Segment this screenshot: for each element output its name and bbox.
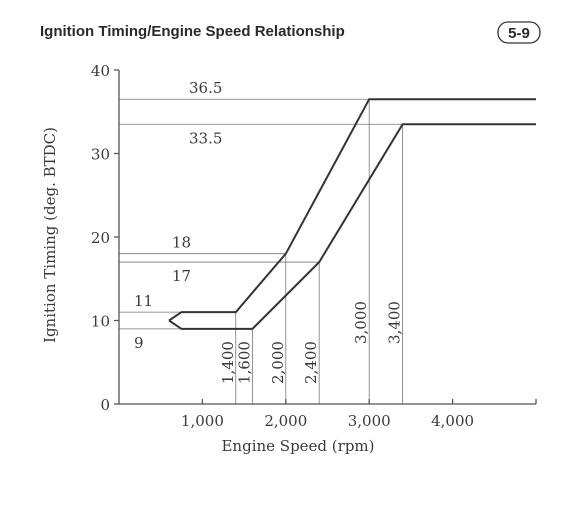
ref-label-x-1,400: 1,400	[219, 341, 237, 384]
x-tick-label-2000: 2,000	[264, 412, 307, 430]
ref-label-y-33.5: 33.5	[189, 129, 222, 147]
ref-label-x-2,400: 2,400	[302, 341, 320, 384]
curve-lower	[168, 123, 536, 330]
ref-label-x-3,000: 3,000	[352, 301, 370, 344]
curve-upper	[168, 98, 536, 322]
x-tick-label-1000: 1,000	[181, 412, 224, 430]
axes: 0 10 20 30 40 1,000 2,000 3,000 4,000	[91, 62, 537, 430]
chart-title: Ignition Timing/Engine Speed Relationshi…	[40, 23, 345, 40]
curves	[168, 98, 536, 330]
figure-label-badge: 5-9	[497, 21, 541, 44]
x-tick-label-4000: 4,000	[431, 412, 474, 430]
figure-label-frame	[497, 21, 541, 44]
ref-label-x-3,400: 3,400	[386, 301, 404, 344]
y-tick-label-0: 0	[100, 396, 110, 414]
ref-label-y-17: 17	[172, 267, 191, 285]
y-tick-label-10: 10	[91, 313, 110, 331]
figure-label: 5-9	[508, 25, 530, 42]
ref-label-x-1,600: 1,600	[235, 341, 253, 384]
y-tick-label-20: 20	[91, 229, 110, 247]
ref-label-x-2,000: 2,000	[269, 341, 287, 384]
x-tick-label-3000: 3,000	[348, 412, 391, 430]
y-tick-label-30: 30	[91, 146, 110, 164]
x-axis-title: Engine Speed (rpm)	[221, 437, 374, 455]
y-axis-title: Ignition Timing (deg. BTDC)	[41, 127, 59, 343]
ref-label-y-18: 18	[172, 234, 191, 252]
ref-label-y-36.5: 36.5	[189, 79, 222, 97]
ref-label-y-11: 11	[134, 292, 153, 310]
ref-label-y-9: 9	[134, 334, 144, 352]
y-tick-label-40: 40	[91, 62, 110, 80]
